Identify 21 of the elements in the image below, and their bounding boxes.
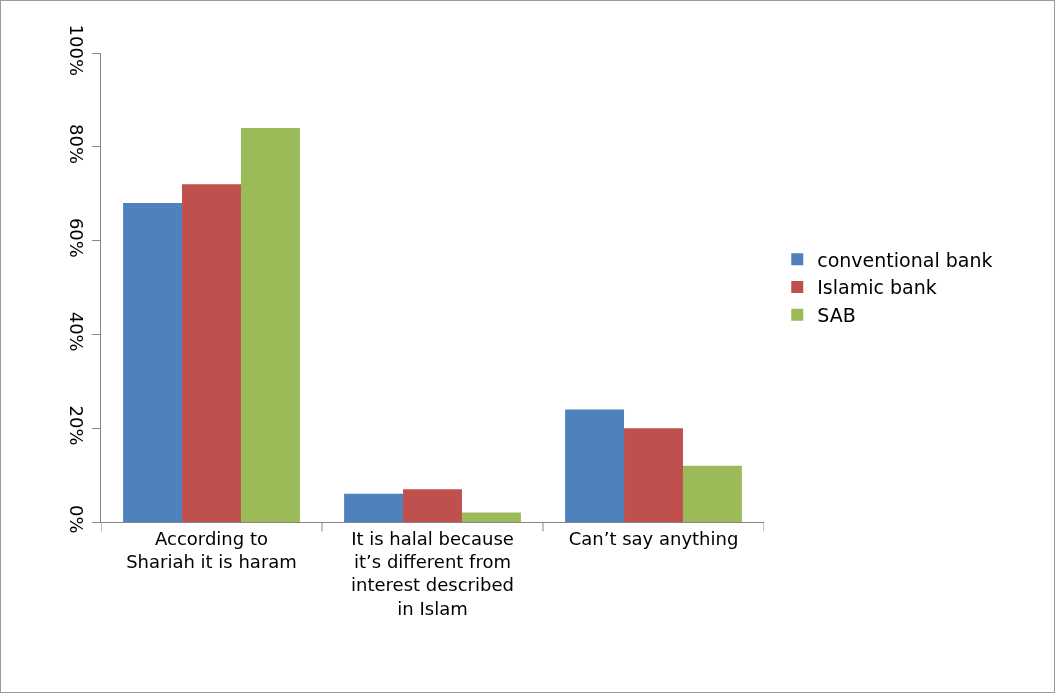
bar [461,512,521,522]
legend-label: conventional bank [817,248,993,271]
x-tick-label: It is halal because it’s different from interest described in Islam [351,527,514,619]
y-tick-label: 100% [66,24,88,77]
x-tick-label: According to Shariah it is haram [126,527,297,572]
y-tick-label: 20% [66,405,88,446]
bar [565,409,625,522]
bar [403,489,462,522]
bar [344,493,404,522]
y-tick-label: 0% [66,505,88,534]
legend-label: Islamic bank [817,276,937,299]
bar [624,428,683,522]
y-tick-label: 80% [66,124,88,165]
bar [240,128,300,522]
y-tick-label: 60% [66,217,88,258]
y-tick-label: 40% [66,311,88,352]
bar [182,184,241,522]
bar [123,203,183,522]
bar [682,465,742,522]
legend-label: SAB [817,304,856,327]
x-tick-label: Can’t say anything [568,527,739,549]
